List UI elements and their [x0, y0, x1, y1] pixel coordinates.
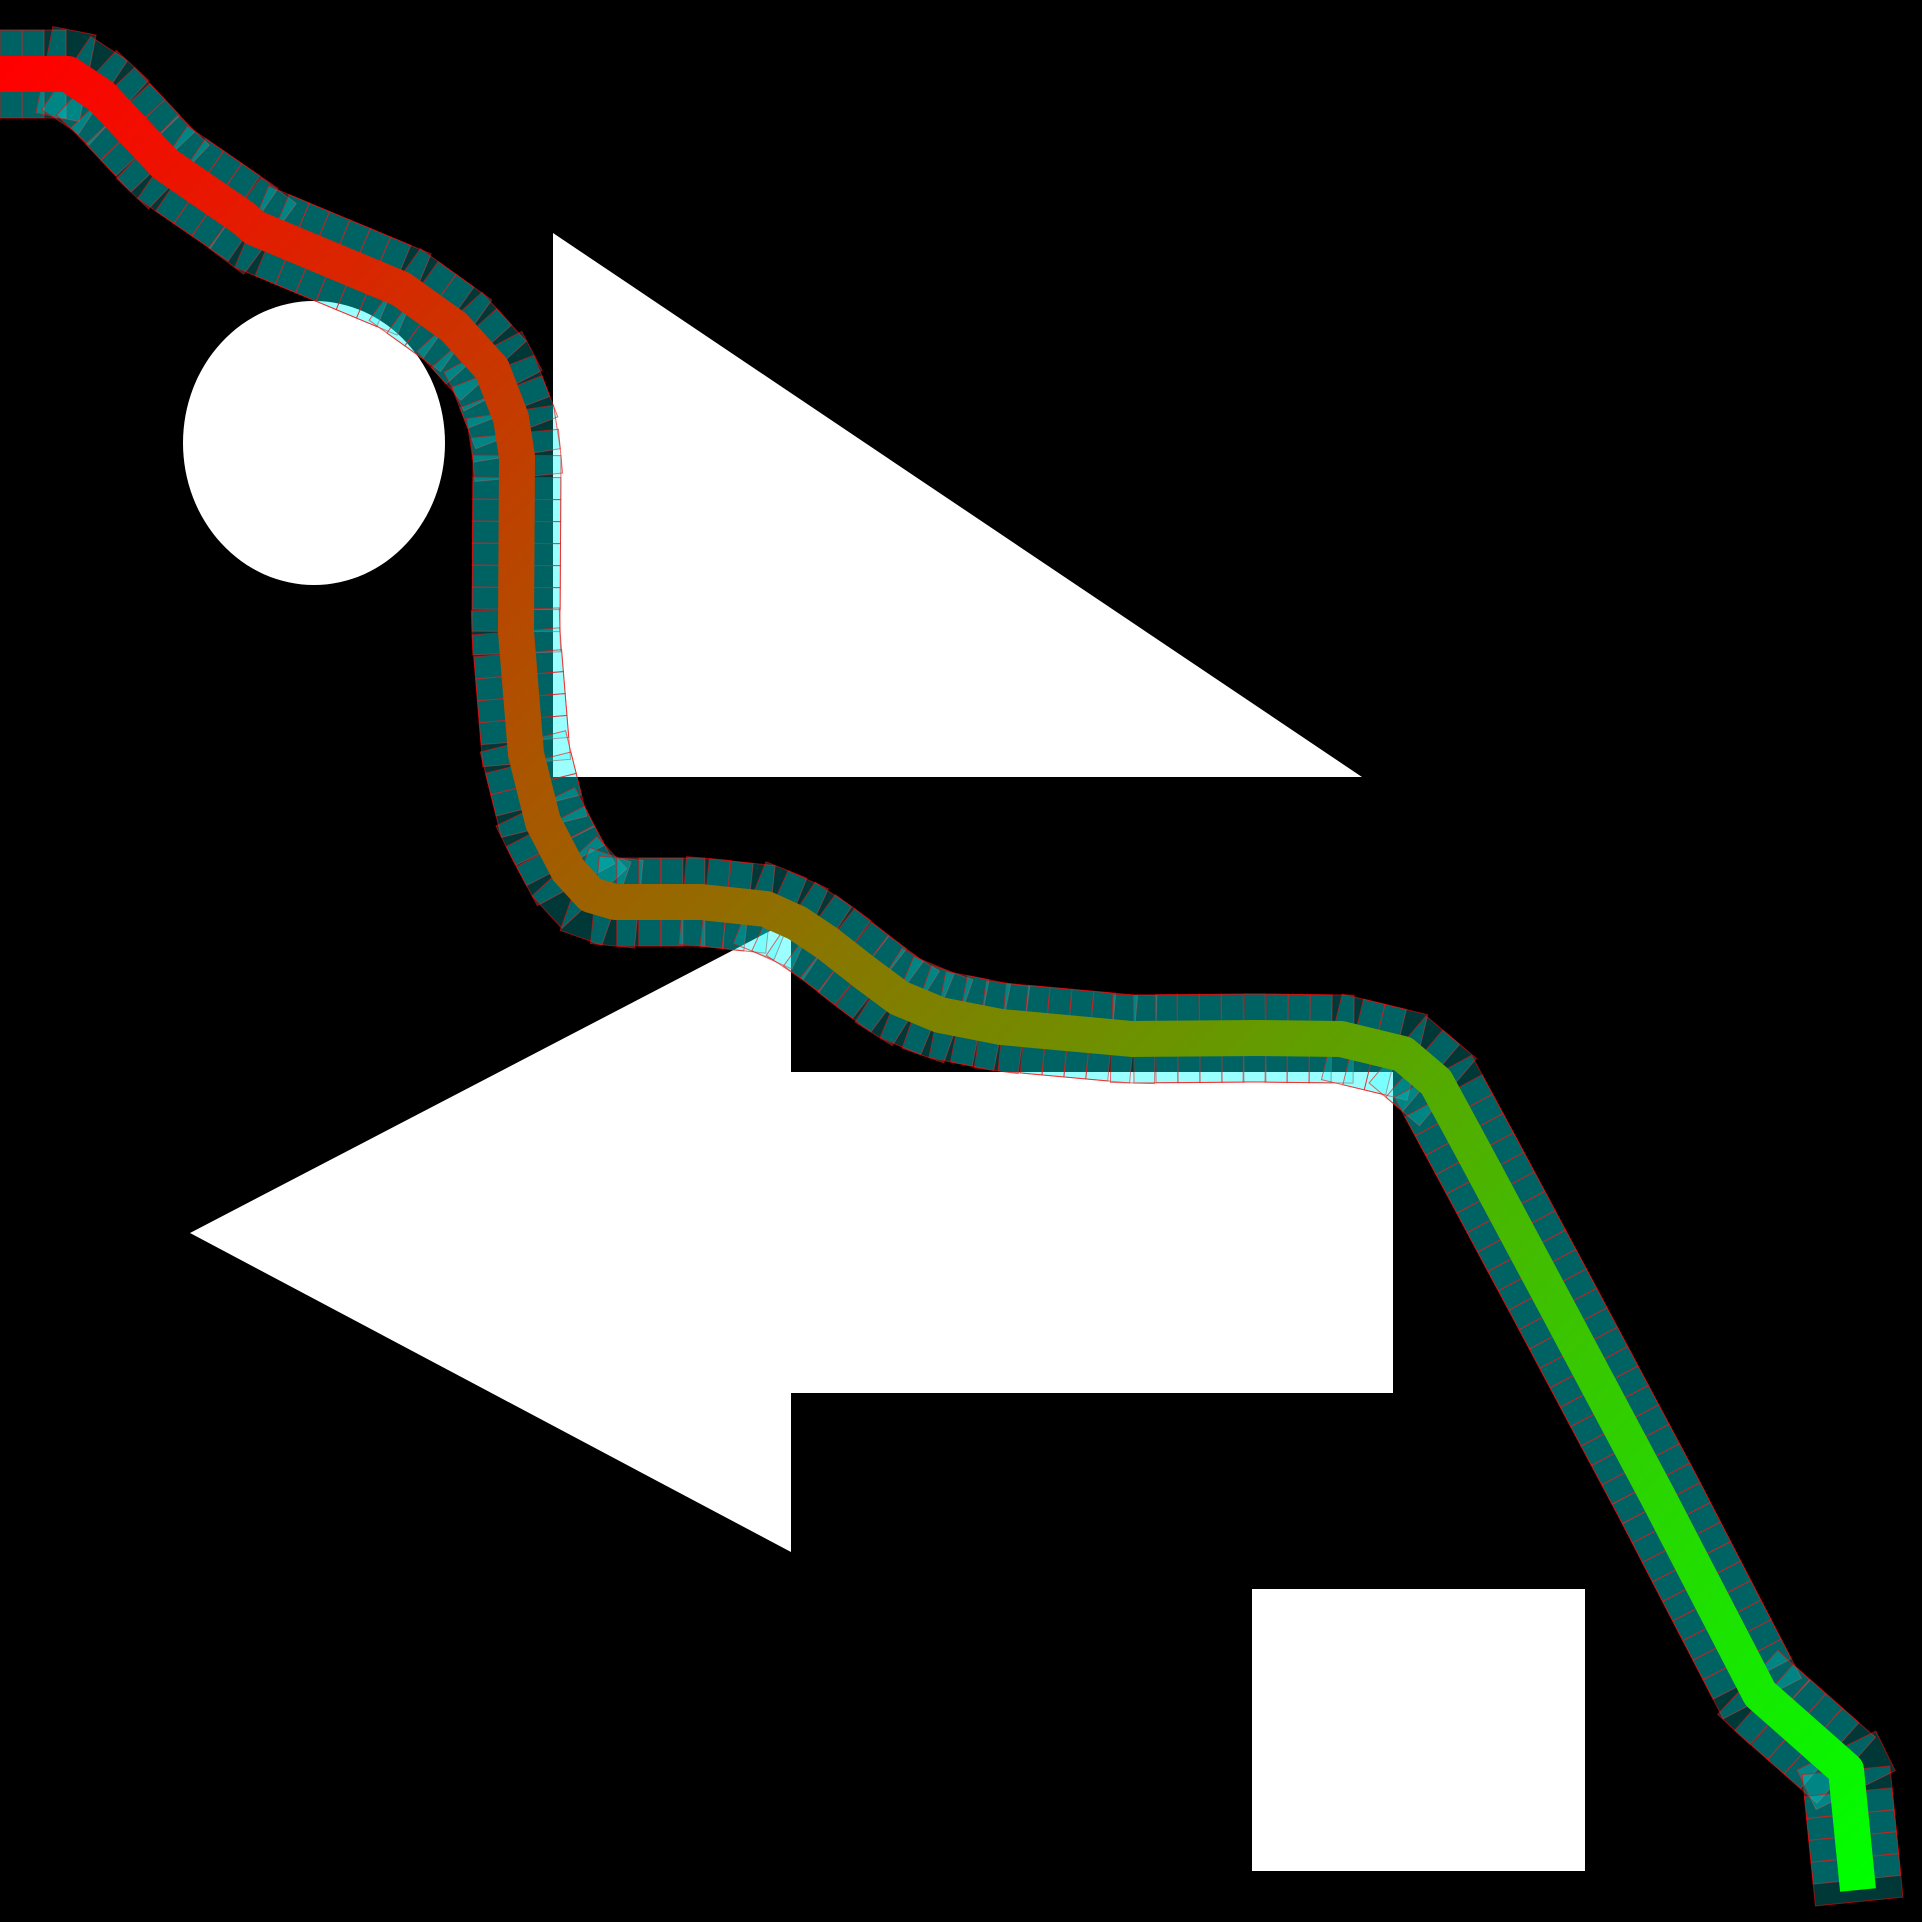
planned-path [0, 56, 1876, 1892]
obstacle-rectangle [1252, 1589, 1585, 1871]
obstacles [183, 233, 1585, 1871]
obstacle-triangle [553, 233, 1362, 777]
obstacle-left-arrow [190, 920, 1393, 1552]
obstacle-ellipse [183, 301, 445, 585]
